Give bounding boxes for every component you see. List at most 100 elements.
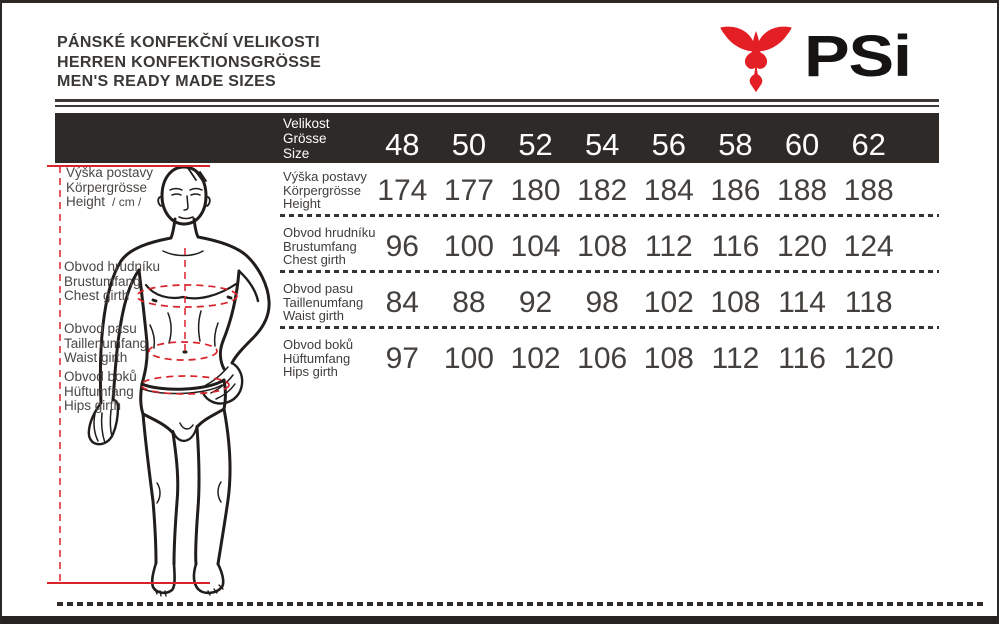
row-label-en: Chest girth xyxy=(283,252,346,267)
value-cell: 188 xyxy=(777,174,828,207)
figure-label-line: Körpergrösse xyxy=(66,179,148,195)
size-cell: 54 xyxy=(584,127,620,162)
brand-logo: PSi xyxy=(716,25,912,93)
value-cell: 100 xyxy=(443,342,494,375)
size-label-cz: Velikost xyxy=(283,116,330,131)
page-title-line-de: HERREN KONFEKTIONSGRÖSSE xyxy=(57,53,322,71)
value-cell: 104 xyxy=(510,230,561,263)
row-values: 96 100 104 108 112 116 120 124 xyxy=(369,226,902,268)
value-cell: 106 xyxy=(577,342,628,375)
figure-label-height: Výška postavy Körpergrösse Height / cm / xyxy=(66,165,154,210)
row-label: Obvod hrudníku Brustumfang Chest girth xyxy=(283,226,376,267)
value-cell: 184 xyxy=(643,174,694,207)
bottom-dashed-rule xyxy=(57,602,987,606)
value-cell: 108 xyxy=(643,342,694,375)
header-rule-bottom xyxy=(55,105,939,107)
figure-label-line: Chest girth xyxy=(64,288,130,303)
header-rule-top xyxy=(55,99,939,102)
value-cell: 108 xyxy=(577,230,628,263)
value-cell: 88 xyxy=(452,286,486,319)
figure-label-waist: Obvod pasu Taillenumfang Waist girth xyxy=(64,321,148,366)
row-label-de: Brustumfang xyxy=(283,238,357,254)
brand-wordmark: PSi xyxy=(804,24,912,89)
row-label-cz: Obvod hrudníku xyxy=(283,225,376,240)
value-cell: 102 xyxy=(643,286,694,319)
value-cell: 182 xyxy=(577,174,628,207)
size-columns: 48 50 52 54 56 58 60 62 xyxy=(369,128,902,161)
size-label-en: Size xyxy=(283,146,310,161)
value-cell: 180 xyxy=(510,174,561,207)
row-height: Výška postavy Körpergrösse Height 174 177… xyxy=(283,168,939,216)
row-label: Výška postavy Körpergrösse Height xyxy=(283,170,367,211)
row-label-cz: Obvod boků xyxy=(283,337,354,352)
value-cell: 84 xyxy=(385,286,419,319)
size-cell: 60 xyxy=(784,127,820,162)
row-label: Obvod boků Hüftumfang Hips girth xyxy=(283,338,353,379)
value-cell: 108 xyxy=(710,286,761,319)
figure-label-line: Výška postavy xyxy=(66,165,154,180)
hips-girth-ellipse xyxy=(140,375,230,395)
value-cell: 120 xyxy=(777,230,828,263)
figure-label-line: Obvod boků xyxy=(64,369,137,384)
size-cell: 52 xyxy=(518,127,553,162)
size-cell: 58 xyxy=(718,127,753,162)
row-label-cz: Výška postavy xyxy=(283,169,367,184)
row-values: 84 88 92 98 102 108 114 118 xyxy=(369,282,902,324)
figure-label-chest: Obvod hrudníku Brustumfang Chest girth xyxy=(64,259,161,304)
row-values: 97 100 102 106 108 112 116 120 xyxy=(369,338,902,380)
value-cell: 100 xyxy=(443,230,494,263)
figure-line-art xyxy=(87,165,271,597)
unit-note: / cm / xyxy=(112,195,142,209)
size-header-bar: Velikost Grösse Size 48 50 52 54 56 58 60 62 xyxy=(55,113,939,163)
row-label-de: Körpergrösse xyxy=(283,182,362,198)
value-cell: 174 xyxy=(377,174,428,207)
figure-label-line: Waist girth xyxy=(64,350,128,365)
figure-label-line: Height / cm / xyxy=(66,194,142,209)
figure-label-line: Hips girth xyxy=(64,398,122,413)
size-cell: 48 xyxy=(385,127,420,162)
figure-label-line: Taillenumfang xyxy=(64,335,148,351)
row-chest-girth: Obvod hrudníku Brustumfang Chest girth 9… xyxy=(283,224,939,272)
row-label-de: Hüftumfang xyxy=(283,350,351,366)
value-cell: 96 xyxy=(385,230,419,263)
value-cell: 102 xyxy=(510,342,561,375)
value-cell: 112 xyxy=(711,342,760,375)
row-label-en: Hips girth xyxy=(283,364,338,379)
figure-label-hips: Obvod boků Hüftumfang Hips girth xyxy=(64,369,137,414)
row-waist-girth: Obvod pasu Taillenumfang Waist girth 84 8… xyxy=(283,280,939,328)
size-cell: 62 xyxy=(851,127,886,162)
male-figure-illustration xyxy=(47,165,271,597)
size-label-de: Grösse xyxy=(283,131,327,146)
row-label-en: Waist girth xyxy=(283,308,344,323)
row-label-en: Height xyxy=(283,196,321,211)
waist-girth-ellipse xyxy=(148,341,218,361)
figure-label-line: Brustumfang xyxy=(64,273,141,289)
figure-label-line: Obvod pasu xyxy=(64,321,137,336)
psi-bird-icon xyxy=(720,26,792,93)
figure-label-line: Obvod hrudníku xyxy=(64,259,161,274)
row-separator xyxy=(280,214,939,217)
measurement-overlay xyxy=(47,165,238,584)
value-cell: 118 xyxy=(844,286,893,319)
page-title: PÁNSKÉ KONFEKČNÍ VELIKOSTI HERREN KONFEK… xyxy=(57,33,321,92)
value-cell: 188 xyxy=(843,174,894,207)
size-header-label: Velikost Grösse Size xyxy=(283,116,330,161)
row-separator xyxy=(280,326,939,329)
row-label-cz: Obvod pasu xyxy=(283,281,354,296)
value-cell: 124 xyxy=(843,230,894,263)
size-cell: 50 xyxy=(451,127,487,162)
row-label: Obvod pasu Taillenumfang Waist girth xyxy=(283,282,363,323)
page-title-line-en: MEN'S READY MADE SIZES xyxy=(57,73,277,90)
row-values: 174 177 180 182 184 186 188 188 xyxy=(369,170,902,212)
size-cell: 56 xyxy=(651,127,687,162)
value-cell: 92 xyxy=(518,286,553,319)
value-cell: 120 xyxy=(843,342,894,375)
value-cell: 116 xyxy=(711,230,760,263)
row-hips-girth: Obvod boků Hüftumfang Hips girth 97 100 10… xyxy=(283,336,939,384)
value-cell: 114 xyxy=(778,286,826,319)
value-cell: 112 xyxy=(644,230,693,263)
page-title-line-cz: PÁNSKÉ KONFEKČNÍ VELIKOSTI xyxy=(57,34,320,51)
figure-label-line: Hüftumfang xyxy=(64,383,134,399)
value-cell: 116 xyxy=(778,342,826,375)
